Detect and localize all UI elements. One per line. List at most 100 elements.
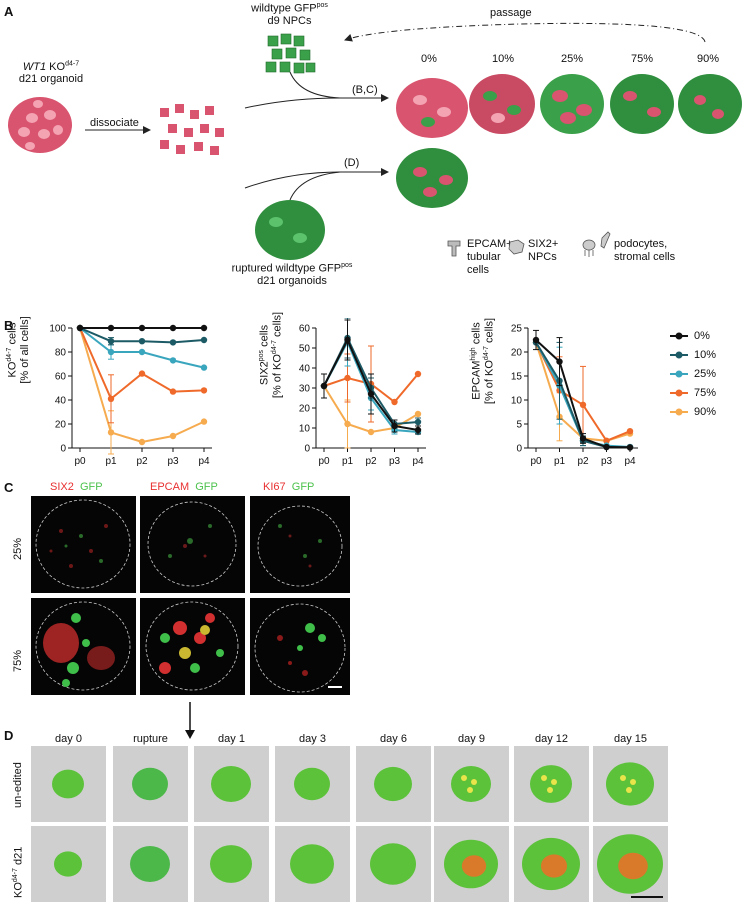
y-tick-label: 60 bbox=[55, 372, 67, 383]
ko-cells-chart: 0 20 40 60 80 100 p0 p1 p2 p3 p4 bbox=[49, 324, 212, 467]
y-tick-label: 10 bbox=[511, 396, 523, 407]
npc-merge-line bbox=[289, 71, 341, 99]
bc-label: (B,C) bbox=[352, 84, 378, 96]
data-point bbox=[344, 374, 351, 382]
y-tick-label: 20 bbox=[55, 420, 67, 431]
d-arrow bbox=[244, 168, 389, 189]
legend-label: 25% bbox=[694, 367, 717, 380]
rupture-down-arrow bbox=[185, 702, 195, 739]
data-point bbox=[76, 324, 84, 332]
data-point bbox=[603, 437, 610, 444]
organoid-90pct bbox=[678, 74, 742, 134]
ruptured-organoids-icon bbox=[255, 200, 325, 260]
d-header-6: day 12 bbox=[534, 733, 569, 745]
data-point bbox=[138, 370, 146, 377]
x-tick-label: p4 bbox=[198, 456, 210, 467]
legend-swatch bbox=[670, 408, 688, 415]
six2-cells-chart: 0 10 20 30 40 50 60 p0 p1 p2 p3 p4 bbox=[299, 318, 426, 467]
legend-item: 10% bbox=[668, 345, 716, 364]
y-tick-label: 5 bbox=[516, 420, 522, 431]
data-point bbox=[603, 443, 610, 451]
chart-legend: 0% 10% 25% 75% 90% bbox=[668, 326, 716, 421]
d-img-r0-c1 bbox=[113, 746, 188, 822]
passage-label: passage bbox=[490, 7, 532, 19]
x-tick-label: p1 bbox=[105, 456, 117, 467]
c-img-epcam-25 bbox=[140, 496, 245, 593]
dissociated-cells-icon bbox=[160, 104, 224, 155]
series-line-25% bbox=[79, 327, 205, 369]
y-tick-label: 0 bbox=[60, 444, 66, 455]
d-img-r1-c3 bbox=[275, 826, 350, 902]
six2-cell-icon bbox=[508, 239, 525, 255]
legend-label: 0% bbox=[694, 329, 710, 342]
epcam-cells-chart: 0 5 10 15 20 25 p0 p1 p2 p3 p4 bbox=[511, 324, 638, 467]
panel-b-label: B bbox=[4, 318, 14, 333]
bc-arrow bbox=[244, 94, 389, 109]
chart2-ylabel: SIX2pos cells [% of KOd4-7 cells] bbox=[258, 311, 284, 399]
c-img-six2-75 bbox=[31, 598, 136, 695]
d-img-r1-c2 bbox=[194, 826, 269, 902]
data-point bbox=[414, 370, 422, 378]
data-point bbox=[532, 336, 540, 344]
d-header-4: day 6 bbox=[380, 733, 407, 745]
data-point bbox=[367, 428, 375, 436]
data-point bbox=[626, 428, 634, 435]
y-tick-label: 80 bbox=[55, 348, 67, 359]
data-point bbox=[367, 390, 375, 398]
data-point bbox=[391, 422, 398, 430]
podocyte-cell-icon bbox=[582, 231, 611, 257]
x-tick-label: p2 bbox=[136, 456, 148, 467]
x-tick-label: p1 bbox=[554, 456, 566, 467]
data-point bbox=[107, 395, 115, 402]
data-point bbox=[414, 418, 422, 426]
data-point bbox=[107, 348, 115, 356]
data-point bbox=[169, 432, 177, 440]
c-header-2: EPCAM GFP bbox=[150, 481, 218, 493]
d-img-r0-c3 bbox=[275, 746, 350, 822]
epcam-cell-icon bbox=[447, 240, 461, 257]
c-header-3: KI67 GFP bbox=[263, 481, 315, 493]
rupture-merge-line bbox=[289, 171, 341, 201]
legend-podocyte-label: podocytes, stromal cells bbox=[614, 238, 676, 263]
data-point bbox=[107, 338, 115, 345]
legend-label: 10% bbox=[694, 348, 717, 361]
data-point bbox=[107, 429, 115, 436]
y-tick-label: 60 bbox=[299, 324, 311, 335]
x-tick-label: p4 bbox=[624, 456, 636, 467]
pct-0: 0% bbox=[421, 53, 437, 65]
data-point bbox=[200, 364, 208, 371]
data-point bbox=[391, 398, 398, 406]
d-img-r0-c5 bbox=[434, 746, 509, 822]
panel-d-label: D bbox=[4, 728, 14, 743]
organoid-25pct bbox=[540, 74, 604, 134]
panel-a-label: A bbox=[4, 4, 14, 19]
ko-organoid-title: WT1 KOd4-7 d21 organoid bbox=[18, 60, 84, 85]
data-point bbox=[556, 358, 563, 365]
data-point bbox=[200, 336, 208, 344]
data-point bbox=[344, 420, 351, 428]
d-img-r1-c1 bbox=[113, 826, 188, 902]
npc-cluster-icon bbox=[265, 33, 316, 74]
c-img-ki67-75 bbox=[250, 598, 350, 695]
d-label: (D) bbox=[344, 157, 360, 169]
data-point bbox=[107, 324, 115, 332]
y-tick-label: 20 bbox=[299, 404, 311, 415]
data-point bbox=[320, 382, 328, 390]
legend-item: 0% bbox=[668, 326, 716, 345]
c-row-75: 75% bbox=[12, 649, 24, 672]
data-point bbox=[626, 444, 634, 451]
organoid-10pct bbox=[469, 74, 535, 134]
c-header-1: SIX2 GFP bbox=[50, 481, 103, 493]
legend-item: 75% bbox=[668, 383, 716, 402]
npc-title: wildtype GFPpos d9 NPCs bbox=[251, 2, 328, 27]
d-row-unedited: un-edited bbox=[12, 762, 24, 808]
d-img-r1-c0 bbox=[31, 826, 106, 902]
y-tick-label: 10 bbox=[299, 424, 311, 435]
pct-25: 25% bbox=[561, 53, 584, 65]
c-img-epcam-75 bbox=[140, 598, 245, 695]
c-img-ki67-25 bbox=[250, 496, 350, 593]
x-tick-label: p3 bbox=[389, 456, 401, 467]
x-tick-label: p3 bbox=[167, 456, 179, 467]
legend-label: 90% bbox=[694, 405, 717, 418]
y-tick-label: 40 bbox=[299, 364, 311, 375]
